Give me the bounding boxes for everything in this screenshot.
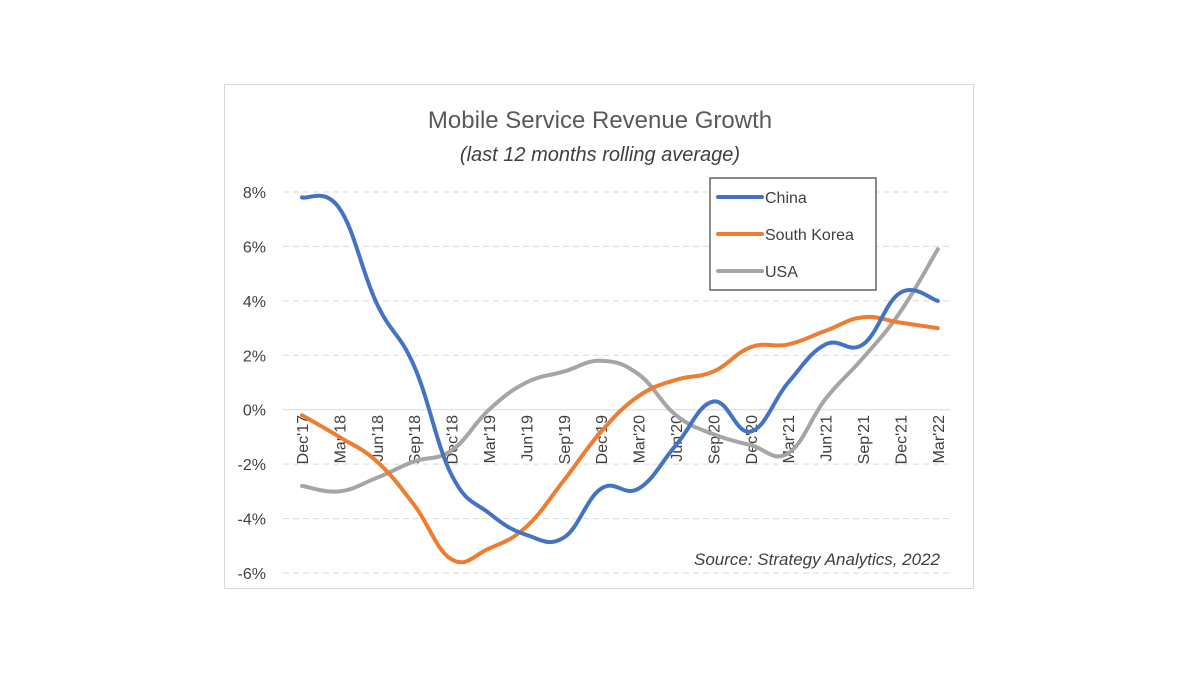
x-tick-label: Jun'18: [370, 415, 387, 462]
y-tick-label: 6%: [243, 239, 266, 256]
series-line-south-korea: [300, 314, 940, 565]
y-tick-label: -2%: [238, 457, 266, 474]
x-tick-label: Dec'18: [445, 415, 462, 464]
source-note: Source: Strategy Analytics, 2022: [694, 550, 941, 569]
y-tick-label: 8%: [243, 185, 266, 202]
x-tick-label: Jun'19: [519, 415, 536, 462]
x-tick-label: Dec'21: [893, 415, 910, 464]
chart-frame: [224, 84, 974, 589]
x-tick-label: Sep'19: [557, 415, 574, 464]
x-tick-label: Sep'21: [856, 415, 873, 464]
x-tick-label: Sep'18: [407, 415, 424, 464]
legend: China South Korea USA: [709, 177, 877, 291]
x-tick-label: Sep'20: [706, 415, 723, 464]
legend-label-usa: USA: [765, 264, 798, 281]
series-line-china: [300, 193, 940, 545]
legend-label-south-korea: South Korea: [765, 227, 854, 244]
y-axis: -6% -4% -2% 0% 2% 4% 6% 8%: [238, 185, 266, 583]
chart-subtitle: (last 12 months rolling average): [460, 144, 740, 166]
x-axis: Dec'17 Mar'18 Jun'18 Sep'18 Dec'18 Mar'19 Jun'…: [295, 415, 948, 464]
x-tick-label: Mar'20: [632, 415, 649, 464]
x-tick-label: Dec'20: [744, 415, 761, 464]
y-tick-label: 2%: [243, 348, 266, 365]
y-tick-label: -4%: [238, 512, 266, 529]
x-tick-label: Mar'19: [482, 415, 499, 464]
y-tick-label: -6%: [238, 566, 266, 583]
series-line-usa: [300, 247, 940, 494]
legend-label-china: China: [765, 190, 807, 207]
x-tick-label: Mar'22: [931, 415, 948, 464]
chart-title: Mobile Service Revenue Growth: [428, 107, 772, 134]
y-tick-label: 0%: [243, 403, 266, 420]
series-lines: [300, 193, 940, 565]
x-tick-label: Dec'17: [295, 415, 312, 464]
y-tick-label: 4%: [243, 294, 266, 311]
x-tick-label: Jun'21: [819, 415, 836, 462]
